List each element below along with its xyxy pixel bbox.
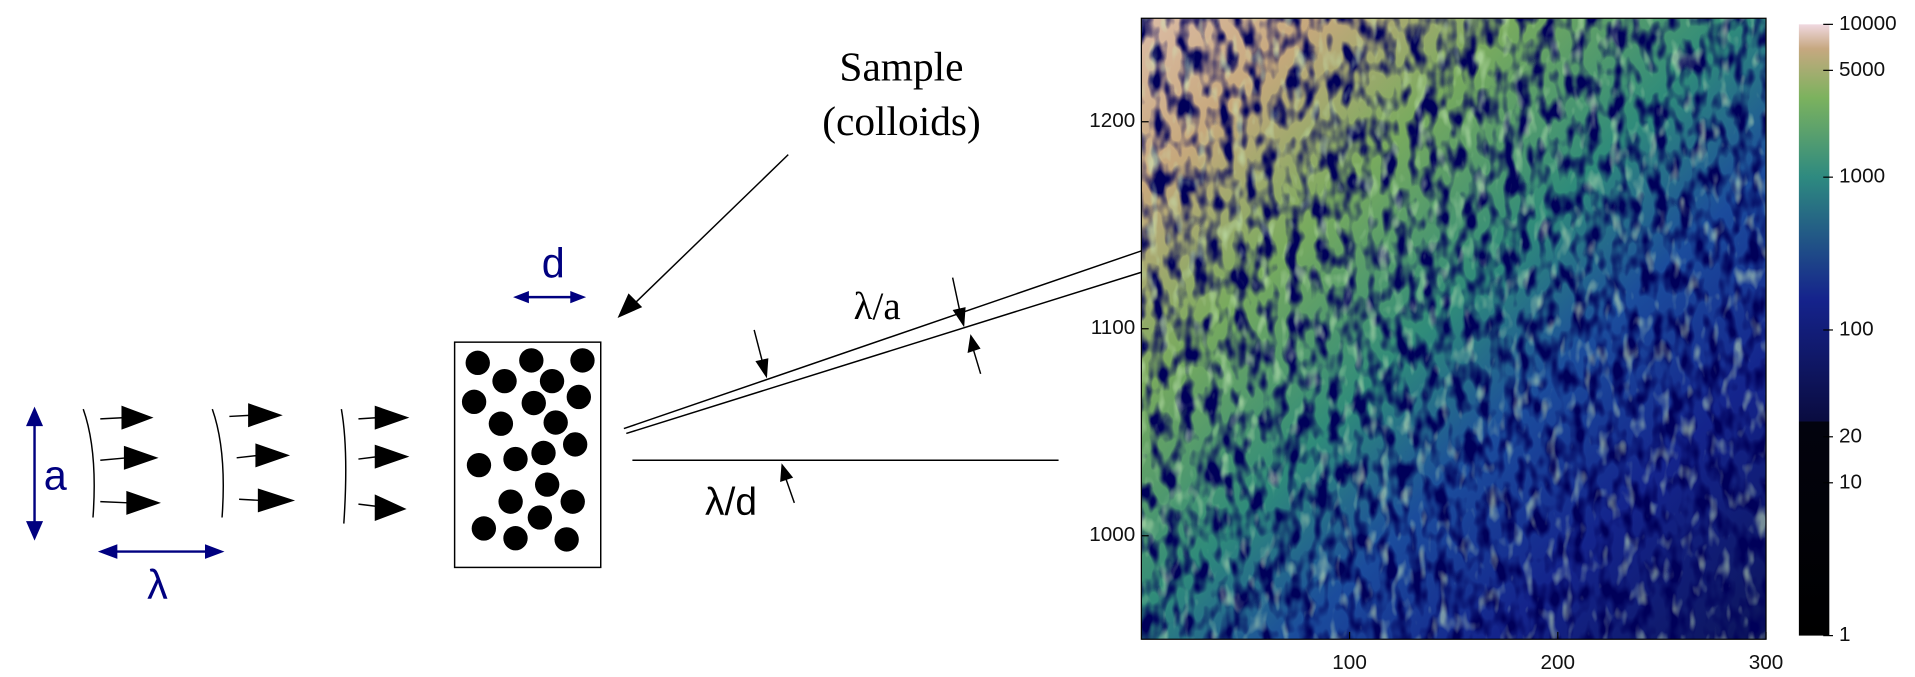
colloid (560, 489, 585, 514)
colloid (466, 452, 492, 478)
colloid (461, 389, 487, 414)
colloid (562, 432, 588, 457)
wavefronts (82, 408, 347, 524)
colloids (461, 348, 595, 552)
colorbar-tick-label: 1 (1839, 623, 1851, 646)
colloid (521, 390, 546, 416)
colloid (566, 384, 591, 410)
x-tick-label: 200 (1541, 651, 1576, 674)
colloid (492, 368, 517, 394)
colloid (531, 440, 556, 466)
lambda-d-label: λ/d (705, 481, 757, 524)
y-tick-label: 1200 (1089, 109, 1135, 132)
colorbar-tick-label: 10000 (1839, 12, 1897, 35)
colorbar-tick-label: 20 (1839, 424, 1862, 447)
y-tick-label: 1100 (1091, 316, 1136, 339)
colorbar-tick-label: 5000 (1839, 58, 1885, 81)
colloid (503, 446, 528, 472)
heatmap (1140, 17, 1767, 640)
lambda-a-label: λ/a (854, 285, 901, 328)
y-tick-label: 1000 (1089, 523, 1135, 546)
sample-label: Sample (839, 43, 963, 89)
x-tick-label: 100 (1332, 651, 1367, 674)
colloid (503, 526, 528, 551)
colorbar-tick-label: 100 (1839, 317, 1874, 340)
dimension-arrows (26, 291, 587, 559)
colloid (519, 348, 544, 373)
colloid (488, 411, 514, 436)
colloids-label: (colloids) (822, 98, 981, 145)
colorbar-tick-label: 10 (1839, 470, 1862, 493)
label-a: a (44, 452, 68, 498)
colorbar-tick-label: 1000 (1839, 165, 1885, 188)
colloid (543, 410, 568, 435)
beam-arrows (100, 403, 410, 521)
colloid (534, 472, 560, 497)
colloid (527, 505, 553, 530)
label-lambda: λ (147, 562, 168, 608)
colloid (465, 350, 490, 376)
label-d: d (542, 241, 565, 287)
x-tick-label: 300 (1749, 651, 1784, 674)
colloid (498, 489, 523, 514)
colloid (471, 516, 497, 541)
colloid (554, 527, 579, 552)
colloid (539, 368, 565, 394)
colloid (570, 348, 595, 373)
